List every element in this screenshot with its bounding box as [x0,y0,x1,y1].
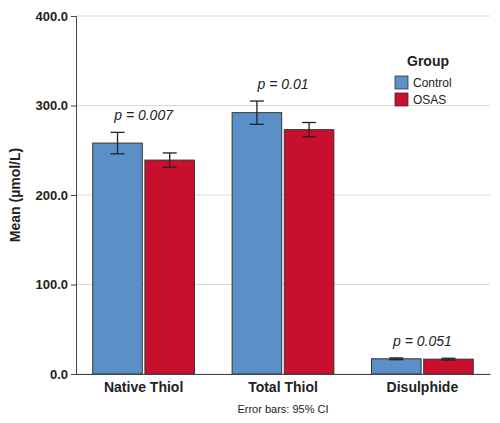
bar [372,359,422,374]
y-tick: 0.0 [50,367,76,382]
footnote: Error bars: 95% CI [237,403,328,415]
series [145,123,473,374]
error-bar [389,358,403,360]
series [93,101,421,374]
annotation: p = 0.01 [257,76,309,92]
x-axis-line [77,374,491,375]
error-cap [111,132,125,133]
y-tick: 300.0 [35,98,76,113]
error-bar [302,123,316,137]
error-bar [441,358,455,360]
y-tick-mark [71,285,76,286]
y-tick-mark [71,16,76,17]
error-cap [250,124,264,125]
legend-label: OSAS [413,93,446,107]
y-tick-label: 200.0 [35,188,68,203]
error-cap [389,359,403,360]
plot: 0.0 100.0 200.0 300.0 400.0 Native Thiol Total… [35,9,490,395]
error-line [169,153,170,167]
legend-swatch [395,93,408,106]
bar [424,359,474,374]
x-axis: Native Thiol Total Thiol Disulphide [77,374,491,395]
error-cap [250,100,264,101]
x-tick-label: Native Thiol [104,379,183,395]
error-cap [302,136,316,137]
y-tick-label: 400.0 [35,9,68,24]
bar [145,160,195,374]
grid [76,16,490,374]
error-line [256,101,257,124]
error-line [117,132,118,153]
y-tick-label: 0.0 [50,367,68,382]
legend: Group Control OSAS [395,53,452,107]
y-axis-line [71,17,77,375]
x-tick-label: Disulphide [387,379,459,395]
legend-label: Control [413,76,452,90]
x-tick: Total Thiol [248,374,318,395]
bar [93,143,143,374]
error-cap [111,153,125,154]
error-cap [441,359,455,360]
annotation: p = 0.007 [113,107,174,123]
chart: 0.0 100.0 200.0 300.0 400.0 Native Thiol Total… [0,0,500,423]
y-tick-label: 300.0 [35,98,68,113]
error-cap [163,167,177,168]
grid-line [76,16,490,17]
x-tick: Disulphide [387,374,459,395]
marks [93,101,474,374]
x-tick-label: Total Thiol [248,379,318,395]
y-axis-title: Mean (µmol/L) [7,148,23,242]
error-cap [441,358,455,359]
y-tick-mark [71,106,76,107]
error-cap [163,152,177,153]
error-bar [111,132,125,153]
error-cap [389,357,403,358]
y-tick-mark [71,195,76,196]
legend-title: Group [407,53,449,69]
y-tick: 200.0 [35,188,76,203]
y-axis: 0.0 100.0 200.0 300.0 400.0 [35,9,76,382]
y-tick-label: 100.0 [35,277,68,292]
x-tick: Native Thiol [104,374,183,395]
bar [284,130,334,374]
legend-swatch [395,76,408,89]
error-cap [302,122,316,123]
annotation: p = 0.051 [392,333,452,349]
error-line [308,123,309,137]
bar [232,113,282,374]
error-bar [250,101,264,124]
error-bar [163,153,177,167]
y-tick-mark [71,374,76,375]
y-tick: 100.0 [35,277,76,292]
y-tick: 400.0 [35,9,76,24]
